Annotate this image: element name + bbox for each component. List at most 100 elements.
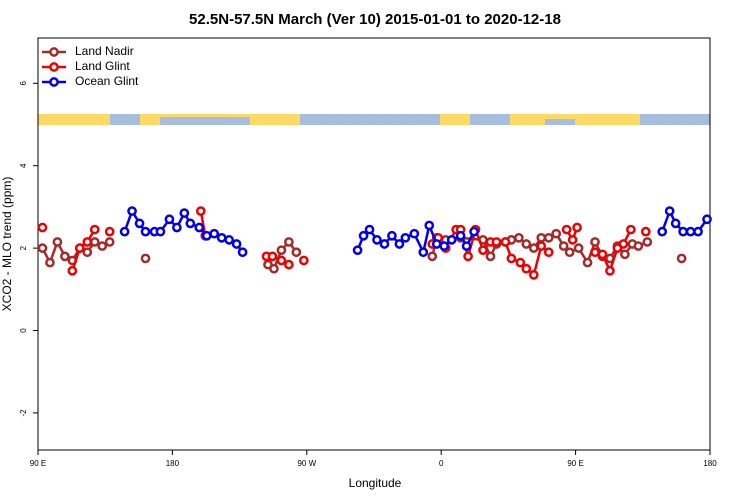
data-point: [104, 237, 115, 247]
data-point: [284, 259, 294, 270]
data-point: [573, 243, 584, 253]
data-point: [82, 247, 93, 258]
data-point: [543, 247, 554, 258]
data-point: [237, 247, 248, 258]
data-point: [400, 232, 411, 243]
x-tick-label: 90 E: [30, 459, 46, 468]
data-point: [231, 239, 242, 249]
data-point: [424, 220, 435, 231]
x-tick-label: 180: [166, 459, 180, 468]
x-tick-label: 180: [703, 459, 717, 468]
chart-title: 52.5N-57.5N March (Ver 10) 2015-01-01 to…: [189, 11, 561, 28]
data-point: [676, 253, 687, 264]
data-point: [372, 235, 382, 245]
data-point: [298, 255, 309, 266]
data-point: [267, 251, 278, 262]
data-point: [89, 237, 100, 247]
data-point: [358, 230, 369, 241]
data-point: [521, 263, 532, 274]
data-point: [409, 228, 420, 239]
data-point: [521, 239, 532, 249]
y-tick-label: 6: [19, 81, 28, 86]
data-point: [179, 208, 190, 218]
data-point: [418, 247, 429, 258]
data-point: [446, 235, 457, 245]
data-point: [201, 230, 212, 241]
data-point: [605, 265, 615, 276]
data-point: [140, 253, 151, 264]
data-point: [536, 232, 547, 243]
series-line: [72, 211, 645, 275]
y-axis-label: XCO2 - MLO trend (ppm): [0, 177, 14, 312]
data-point: [185, 218, 196, 229]
legend-label: Land Nadir: [75, 44, 134, 58]
y-tick-label: 4: [19, 163, 28, 168]
data-point: [685, 226, 696, 237]
data-point: [97, 241, 108, 251]
data-point: [439, 241, 450, 251]
legend-marker: [49, 77, 59, 87]
data-point: [164, 214, 175, 225]
data-point: [620, 249, 630, 260]
y-tick-label: 0: [19, 328, 28, 333]
data-point: [352, 245, 363, 256]
x-tick-label: 90 W: [297, 459, 316, 468]
data-point: [469, 226, 479, 237]
data-point: [485, 251, 496, 262]
data-point: [693, 226, 703, 237]
data-point: [89, 224, 100, 235]
data-point: [678, 226, 688, 237]
data-point: [626, 224, 636, 235]
data-point: [597, 249, 608, 260]
data-point: [209, 228, 220, 239]
data-point: [364, 224, 375, 235]
data-point: [119, 226, 130, 237]
data-point: [52, 237, 63, 247]
data-point: [127, 206, 137, 216]
data-point: [291, 247, 302, 258]
data-point: [224, 235, 234, 245]
data-point: [216, 232, 227, 243]
data-point: [67, 265, 78, 276]
data-point: [528, 243, 539, 253]
data-point: [194, 222, 205, 233]
data-point: [134, 218, 145, 229]
data-point: [670, 218, 681, 229]
data-point: [172, 222, 182, 233]
data-point: [543, 232, 554, 243]
data-point: [45, 257, 55, 268]
data-point: [284, 237, 294, 247]
legend-label: Ocean Glint: [75, 74, 139, 88]
data-point: [491, 237, 502, 247]
data-point: [60, 251, 70, 262]
data-point: [564, 247, 575, 258]
legend-marker: [49, 47, 59, 57]
data-point: [536, 241, 547, 251]
data-point: [74, 243, 85, 253]
data-point: [387, 230, 397, 241]
legend-marker: [49, 62, 59, 72]
data-point: [269, 263, 279, 274]
data-point: [590, 237, 600, 247]
data-point: [657, 226, 668, 237]
data-point: [558, 241, 569, 251]
data-point: [551, 228, 562, 239]
data-point: [104, 226, 115, 237]
data-point: [506, 253, 517, 264]
data-point: [276, 245, 287, 256]
data-point: [572, 222, 582, 233]
data-point: [155, 226, 166, 237]
legend-label: Land Glint: [75, 59, 130, 73]
data-point: [702, 214, 712, 225]
data-point: [195, 206, 206, 216]
data-point: [82, 237, 93, 247]
data-point: [640, 226, 651, 237]
data-point: [394, 239, 405, 249]
x-tick-label: 90 E: [567, 459, 583, 468]
data-point: [515, 257, 526, 268]
data-point: [590, 247, 600, 258]
data-point: [463, 251, 473, 262]
x-tick-label: 0: [439, 459, 444, 468]
data-point: [427, 251, 438, 262]
data-point: [37, 222, 48, 233]
